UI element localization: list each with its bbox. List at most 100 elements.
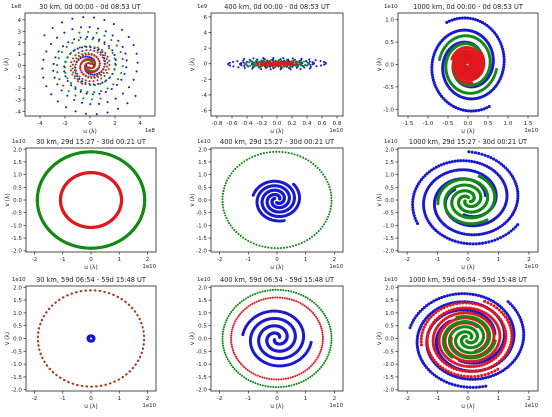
series-blue (241, 309, 313, 368)
data-point (491, 300, 495, 304)
data-point (221, 335, 224, 338)
data-point (100, 77, 103, 80)
data-point (486, 154, 490, 158)
data-point (228, 174, 231, 177)
y-tick-label: -0.5 (383, 85, 394, 91)
data-point (276, 65, 279, 68)
y-tick-label: 1.5 (198, 160, 207, 166)
data-point (240, 300, 243, 303)
data-point (422, 201, 426, 205)
data-point (309, 63, 312, 67)
data-point (299, 293, 303, 296)
data-point (487, 297, 491, 301)
data-point (498, 40, 502, 44)
data-point (234, 320, 237, 323)
data-point (498, 236, 503, 240)
subplot-4: -2 -1 0 1 2-2.0-1.5-1.0-0.50.00.51.01.52.030… (5, 138, 157, 271)
data-point (43, 34, 46, 37)
data-point (461, 168, 465, 172)
data-point (312, 312, 315, 315)
data-point (99, 53, 102, 56)
series-red (69, 46, 111, 85)
data-point (243, 66, 246, 70)
data-point (140, 321, 143, 324)
x-axis-label: u (λ) (270, 265, 283, 271)
data-point (92, 16, 96, 19)
data-point (330, 339, 333, 342)
data-point (470, 233, 474, 237)
y-tick-label: 1.5 (385, 160, 394, 166)
data-point (320, 327, 323, 330)
data-point (240, 311, 243, 314)
data-point (316, 369, 319, 372)
data-point (110, 38, 113, 42)
data-point (316, 305, 319, 308)
data-point (225, 319, 228, 322)
data-point (132, 43, 135, 47)
x-tick-label: 2 (333, 257, 337, 263)
data-point (236, 316, 239, 319)
data-point (71, 67, 74, 70)
data-point (73, 60, 76, 63)
x-tick-label: 2 (333, 396, 337, 402)
data-point (281, 66, 284, 69)
data-point (227, 314, 230, 318)
data-point (65, 106, 68, 109)
y-tick-label: 1.0 (198, 173, 207, 179)
series-red (230, 296, 324, 381)
data-point (230, 310, 233, 314)
y-tick-label: -1.5 (11, 375, 22, 381)
data-point (79, 62, 82, 66)
subplot-title: 400 km, 0d 00:00 - 0d 08:53 UT (224, 3, 331, 11)
data-point (267, 297, 270, 300)
series-green (436, 174, 497, 226)
data-point (98, 59, 101, 63)
x-tick-label: 0.5 (484, 121, 493, 127)
data-point (74, 69, 78, 72)
data-point (229, 224, 232, 227)
data-point (269, 289, 272, 292)
data-point (232, 170, 235, 173)
data-point (327, 353, 330, 356)
x-tick-label: -1.0 (423, 121, 434, 127)
data-point (88, 80, 91, 83)
data-point (415, 221, 420, 226)
data-point (472, 160, 477, 164)
data-point (325, 178, 328, 181)
x-tick-label: 1 (117, 257, 121, 263)
data-point (95, 385, 98, 388)
data-point (74, 66, 77, 69)
data-point (114, 62, 117, 65)
data-point (240, 64, 243, 67)
data-point (235, 357, 238, 360)
data-point (474, 109, 478, 113)
data-point (269, 68, 272, 71)
x-tick-label: -0.8 (212, 121, 223, 127)
data-point (306, 239, 309, 242)
data-point (249, 295, 252, 298)
data-point (80, 81, 83, 84)
data-point (430, 65, 434, 69)
data-point (501, 369, 505, 373)
data-point (270, 246, 273, 249)
data-point (506, 300, 510, 304)
data-point (321, 310, 324, 313)
y-tick-label: -1.5 (196, 375, 207, 381)
data-point (256, 292, 259, 295)
data-point (415, 314, 419, 318)
data-point (486, 375, 490, 379)
data-point (76, 384, 79, 387)
data-point (499, 42, 503, 46)
x-tick-label: -1 (246, 257, 252, 263)
data-point (58, 298, 61, 302)
data-point (300, 381, 303, 384)
data-point (107, 68, 110, 71)
data-point (478, 377, 483, 381)
data-point (438, 57, 442, 62)
data-point (520, 320, 524, 324)
data-point (285, 385, 288, 388)
subplot-title: 30 km, 59d 06:54 - 59d 15:48 UT (36, 276, 147, 284)
data-point (470, 150, 474, 154)
data-point (247, 61, 251, 64)
data-point (245, 306, 248, 309)
